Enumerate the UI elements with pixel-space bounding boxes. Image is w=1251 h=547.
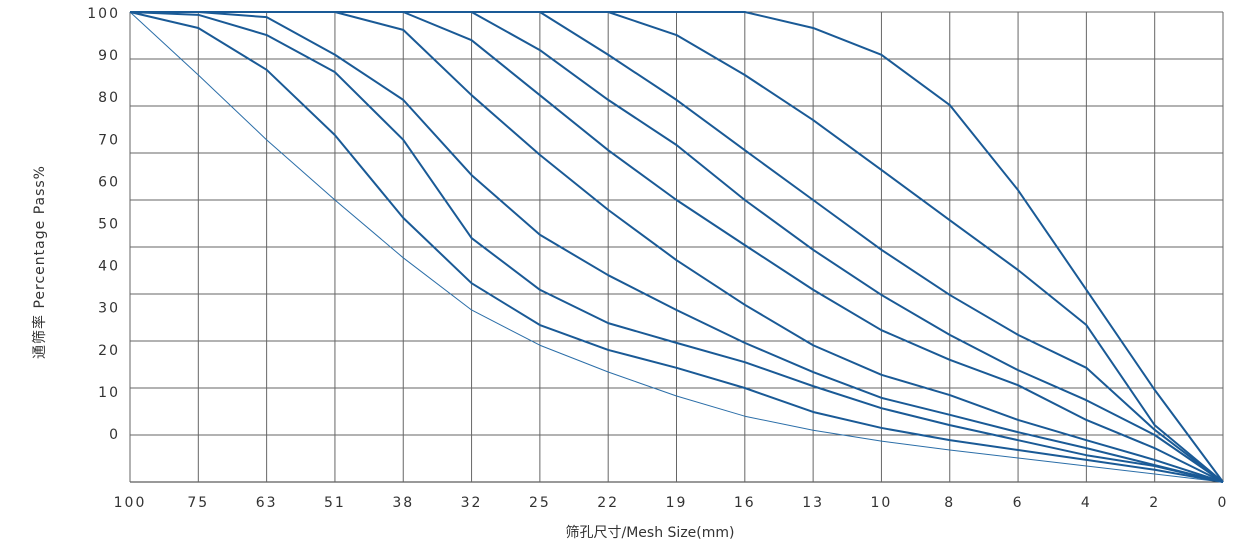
y-tick-label: 40 (98, 259, 120, 275)
x-tick-label: 10 (871, 495, 893, 511)
y-tick-label: 100 (87, 6, 120, 22)
x-tick-label: 16 (734, 495, 756, 511)
y-axis-label: 通筛率 Percentage Pass% (31, 165, 48, 359)
x-tick-label: 100 (114, 495, 147, 511)
data-line (130, 11, 1224, 483)
data-line (129, 11, 1224, 483)
x-tick-label: 8 (944, 495, 955, 511)
y-tick-label: 60 (98, 174, 120, 190)
y-tick-label: 0 (109, 427, 120, 443)
data-line (130, 11, 1224, 483)
x-tick-label: 38 (392, 495, 414, 511)
x-tick-label: 51 (324, 495, 346, 511)
x-tick-label: 4 (1081, 495, 1092, 511)
x-tick-label: 6 (1013, 495, 1024, 511)
x-tick-label: 19 (666, 495, 688, 511)
x-tick-label: 32 (461, 495, 483, 511)
x-tick-label: 63 (256, 495, 278, 511)
y-tick-label: 20 (98, 343, 120, 359)
x-tick-label: 25 (529, 495, 551, 511)
y-tick-label: 30 (98, 301, 120, 317)
x-tick-label: 75 (187, 495, 209, 511)
y-tick-label: 50 (98, 217, 120, 233)
data-line (129, 11, 1224, 483)
y-tick-label: 80 (98, 90, 120, 106)
data-line (129, 11, 1224, 483)
y-tick-label: 90 (98, 48, 120, 64)
x-tick-label: 0 (1218, 495, 1229, 511)
x-tick-label: 13 (802, 495, 824, 511)
x-axis-label: 筛孔尺寸/Mesh Size(mm) (566, 525, 735, 541)
y-tick-label: 70 (98, 132, 120, 148)
x-tick-label: 2 (1149, 495, 1160, 511)
x-tick-label: 22 (597, 495, 619, 511)
y-tick-label: 10 (98, 385, 120, 401)
